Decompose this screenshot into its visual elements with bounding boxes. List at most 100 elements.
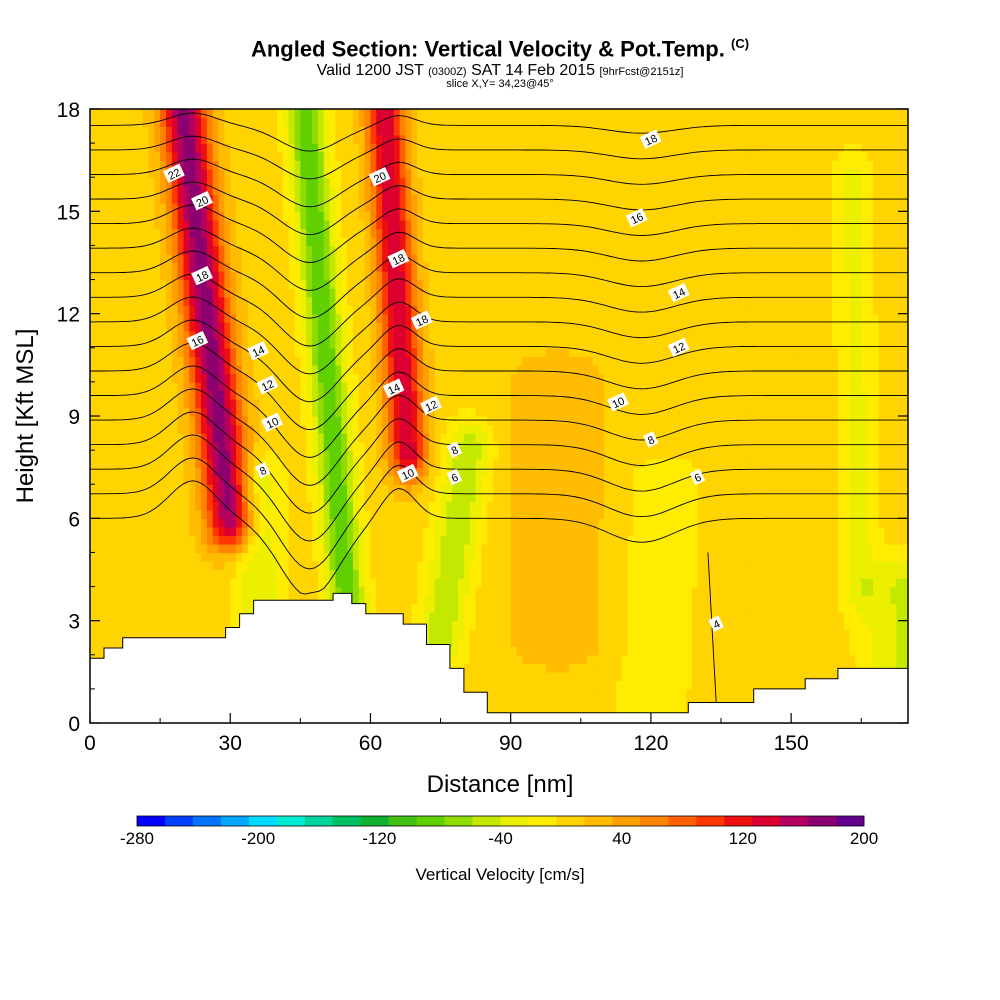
velocity-cell — [405, 390, 413, 400]
velocity-cell — [347, 509, 354, 520]
velocity-cell — [300, 245, 307, 255]
velocity-cell — [481, 637, 489, 647]
velocity-cell — [399, 526, 407, 537]
velocity-cell — [101, 313, 109, 323]
velocity-cell — [212, 535, 220, 545]
velocity-cell — [294, 160, 302, 170]
velocity-cell — [195, 245, 202, 255]
velocity-cell — [364, 262, 372, 272]
velocity-cell — [317, 578, 325, 588]
velocity-cell — [306, 543, 313, 554]
velocity-cell — [452, 236, 459, 247]
velocity-cell — [370, 305, 377, 315]
velocity-cell — [393, 330, 401, 340]
velocity-cell — [218, 134, 226, 144]
velocity-cell — [312, 492, 319, 502]
velocity-cell — [142, 262, 150, 272]
velocity-cell — [160, 168, 167, 178]
velocity-cell — [417, 219, 424, 230]
velocity-cell — [142, 501, 150, 511]
velocity-cell — [399, 364, 407, 375]
velocity-cell — [212, 271, 220, 281]
velocity-cell — [201, 305, 208, 315]
velocity-cell — [224, 560, 231, 571]
velocity-cell — [136, 364, 144, 375]
velocity-cell — [276, 313, 284, 323]
velocity-cell — [183, 569, 191, 579]
velocity-cell — [329, 253, 337, 264]
velocity-cell — [458, 535, 465, 545]
velocity-cell — [364, 518, 372, 528]
velocity-cell — [370, 253, 377, 264]
velocity-cell — [136, 219, 144, 230]
velocity-cell — [165, 245, 173, 255]
velocity-cell — [300, 526, 307, 537]
velocity-cell — [189, 160, 196, 170]
velocity-cell — [306, 441, 313, 451]
velocity-cell — [352, 228, 360, 238]
velocity-cell — [218, 305, 226, 315]
velocity-cell — [236, 288, 243, 298]
velocity-cell — [387, 160, 395, 170]
velocity-cell — [335, 330, 342, 340]
velocity-cell — [393, 552, 401, 562]
velocity-cell — [411, 126, 418, 136]
velocity-cell — [376, 296, 383, 306]
velocity-cell — [154, 313, 161, 323]
velocity-cell — [183, 416, 191, 426]
velocity-cell — [341, 484, 348, 494]
velocity-cell — [469, 535, 477, 545]
velocity-cell — [276, 271, 284, 281]
velocity-cell — [428, 117, 436, 127]
velocity-cell — [224, 279, 231, 289]
velocity-cell — [387, 586, 395, 596]
velocity-cell — [423, 296, 430, 306]
velocity-cell — [230, 168, 237, 178]
velocity-cell — [370, 330, 377, 340]
velocity-cell — [288, 509, 296, 520]
velocity-cell — [230, 424, 237, 434]
velocity-cell — [288, 236, 296, 247]
velocity-cell — [306, 288, 313, 298]
velocity-cell — [288, 467, 296, 477]
velocity-cell — [306, 501, 313, 511]
velocity-cell — [288, 518, 296, 528]
velocity-cell — [148, 603, 155, 613]
velocity-cell — [107, 484, 115, 494]
velocity-cell — [434, 339, 442, 349]
velocity-cell — [206, 279, 214, 289]
velocity-cell — [335, 578, 342, 588]
velocity-cell — [125, 296, 132, 306]
velocity-cell — [218, 143, 226, 153]
velocity-cell — [364, 117, 372, 127]
velocity-cell — [475, 160, 483, 170]
velocity-cell — [300, 552, 307, 562]
velocity-cell — [434, 518, 442, 528]
velocity-cell — [95, 143, 103, 153]
velocity-cell — [130, 535, 138, 545]
velocity-cell — [201, 398, 208, 409]
velocity-cell — [434, 569, 442, 579]
velocity-cell — [113, 569, 120, 579]
velocity-cell — [393, 390, 401, 400]
velocity-cell — [154, 620, 161, 630]
velocity-cell — [387, 262, 395, 272]
velocity-cell — [148, 492, 155, 502]
velocity-cell — [463, 364, 471, 375]
velocity-cell — [253, 552, 261, 562]
velocity-cell — [95, 228, 103, 238]
velocity-cell — [317, 339, 325, 349]
velocity-cell — [294, 484, 302, 494]
velocity-cell — [405, 475, 413, 485]
velocity-cell — [224, 450, 231, 460]
velocity-cell — [434, 578, 442, 588]
velocity-cell — [265, 117, 272, 127]
velocity-cell — [452, 271, 459, 281]
velocity-cell — [382, 219, 389, 230]
velocity-cell — [428, 236, 436, 247]
velocity-cell — [364, 475, 372, 485]
velocity-cell — [253, 450, 261, 460]
velocity-cell — [376, 160, 383, 170]
velocity-cell — [411, 612, 418, 622]
velocity-cell — [288, 185, 296, 195]
